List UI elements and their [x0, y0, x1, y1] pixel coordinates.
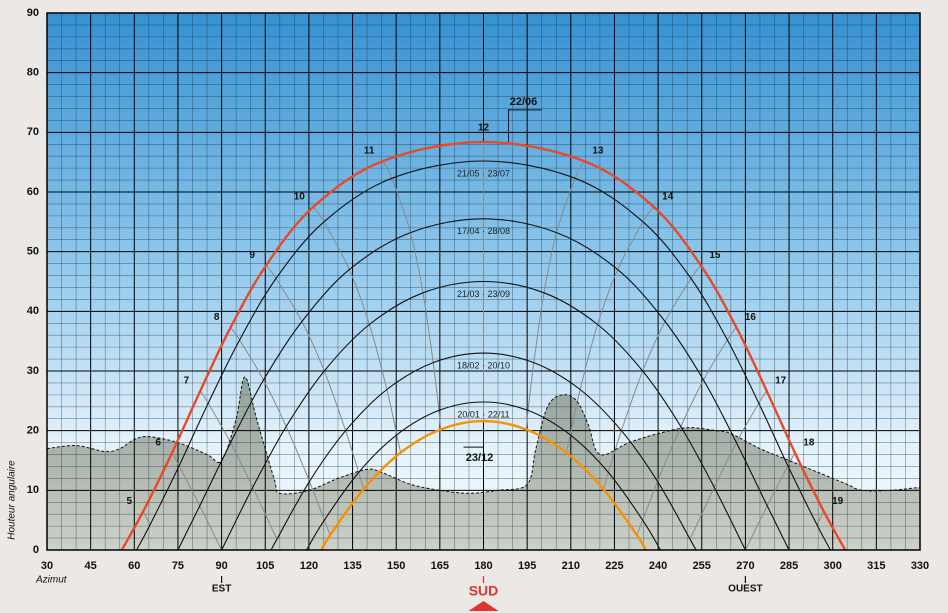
y-tick-label: 40	[27, 305, 39, 317]
sun-path	[306, 401, 661, 551]
x-tick-label: 270	[736, 560, 754, 572]
x-tick-label: 135	[343, 560, 361, 572]
x-tick-label: 150	[387, 560, 405, 572]
hour-label: 6	[155, 437, 161, 448]
y-tick-label: 20	[27, 425, 39, 437]
hour-line	[171, 452, 223, 551]
x-tick-label: 225	[605, 560, 623, 572]
direction-label: SUD	[469, 583, 499, 599]
y-tick-label: 50	[27, 246, 39, 258]
x-axis-title: Azimut	[35, 575, 68, 586]
sun-path	[120, 140, 847, 551]
hour-label: 14	[662, 192, 674, 203]
sun-path	[136, 160, 831, 551]
x-tick-label: 210	[562, 560, 580, 572]
horizon-line	[46, 376, 921, 495]
hour-label: 10	[294, 192, 306, 203]
hour-label: 11	[364, 146, 375, 157]
hour-label: 17	[775, 375, 787, 386]
hour-label: 7	[184, 375, 190, 386]
legend-label: 21/05 · 23/07	[457, 168, 510, 178]
x-tick-label: 300	[824, 560, 842, 572]
direction-label: EST	[212, 584, 231, 595]
hour-label: 12	[478, 123, 490, 134]
legend-label: 17/04 · 28/08	[457, 226, 510, 236]
x-tick-label: 45	[85, 560, 97, 572]
hour-label: 19	[832, 496, 844, 507]
y-tick-label: 0	[33, 544, 39, 556]
x-tick-label: 165	[431, 560, 449, 572]
x-tick-label: 285	[780, 560, 798, 572]
y-tick-label: 60	[27, 186, 39, 198]
legend-label: 21/03 · 23/09	[457, 289, 510, 299]
x-tick-label: 255	[693, 560, 711, 572]
x-tick-label: 240	[649, 560, 667, 572]
hour-label: 15	[709, 250, 721, 261]
sun-paths	[46, 109, 921, 551]
hour-label: 13	[592, 146, 604, 157]
y-tick-label: 90	[27, 7, 39, 19]
hour-label: 5	[127, 496, 133, 507]
x-tick-label: 90	[215, 560, 227, 572]
labels: 30 45 60 75 90 105 120 135 150 165 180 195 210 225 240…	[27, 7, 929, 611]
sun-path	[270, 352, 697, 551]
label-leader	[508, 109, 542, 142]
plot-frame	[46, 12, 921, 551]
legend-label: 20/01 · 22/11	[457, 409, 509, 419]
y-tick-label: 30	[27, 365, 39, 377]
y-tick-label: 70	[27, 126, 39, 138]
x-tick-label: 60	[128, 560, 140, 572]
sun-path	[221, 280, 746, 551]
label-leader	[463, 423, 484, 448]
x-tick-label: 105	[256, 560, 274, 572]
direction-marker	[468, 601, 499, 611]
hour-label: 9	[249, 250, 255, 261]
sun-path	[320, 419, 647, 551]
x-tick-label: 120	[300, 560, 318, 572]
hour-line	[744, 452, 796, 551]
x-tick-label: 180	[474, 560, 492, 572]
x-tick-label: 195	[518, 560, 536, 572]
y-axis-title: Houteur angulaire	[7, 460, 18, 540]
y-tick-label: 10	[27, 484, 39, 496]
sun-path	[177, 218, 790, 551]
hour-label: 16	[745, 312, 757, 323]
legend-label: 22/06	[510, 96, 538, 108]
y-tick-label: 80	[27, 67, 39, 79]
x-tick-label: 30	[41, 560, 53, 572]
x-tick-label: 75	[172, 560, 184, 572]
hour-label: 8	[214, 312, 220, 323]
x-tick-label: 330	[911, 560, 929, 572]
direction-label: OUEST	[728, 584, 762, 595]
x-tick-label: 315	[867, 560, 885, 572]
hour-label: 18	[803, 437, 815, 448]
legend-label: 23/12	[466, 452, 494, 464]
legend-label: 18/02 · 20/10	[457, 360, 510, 370]
